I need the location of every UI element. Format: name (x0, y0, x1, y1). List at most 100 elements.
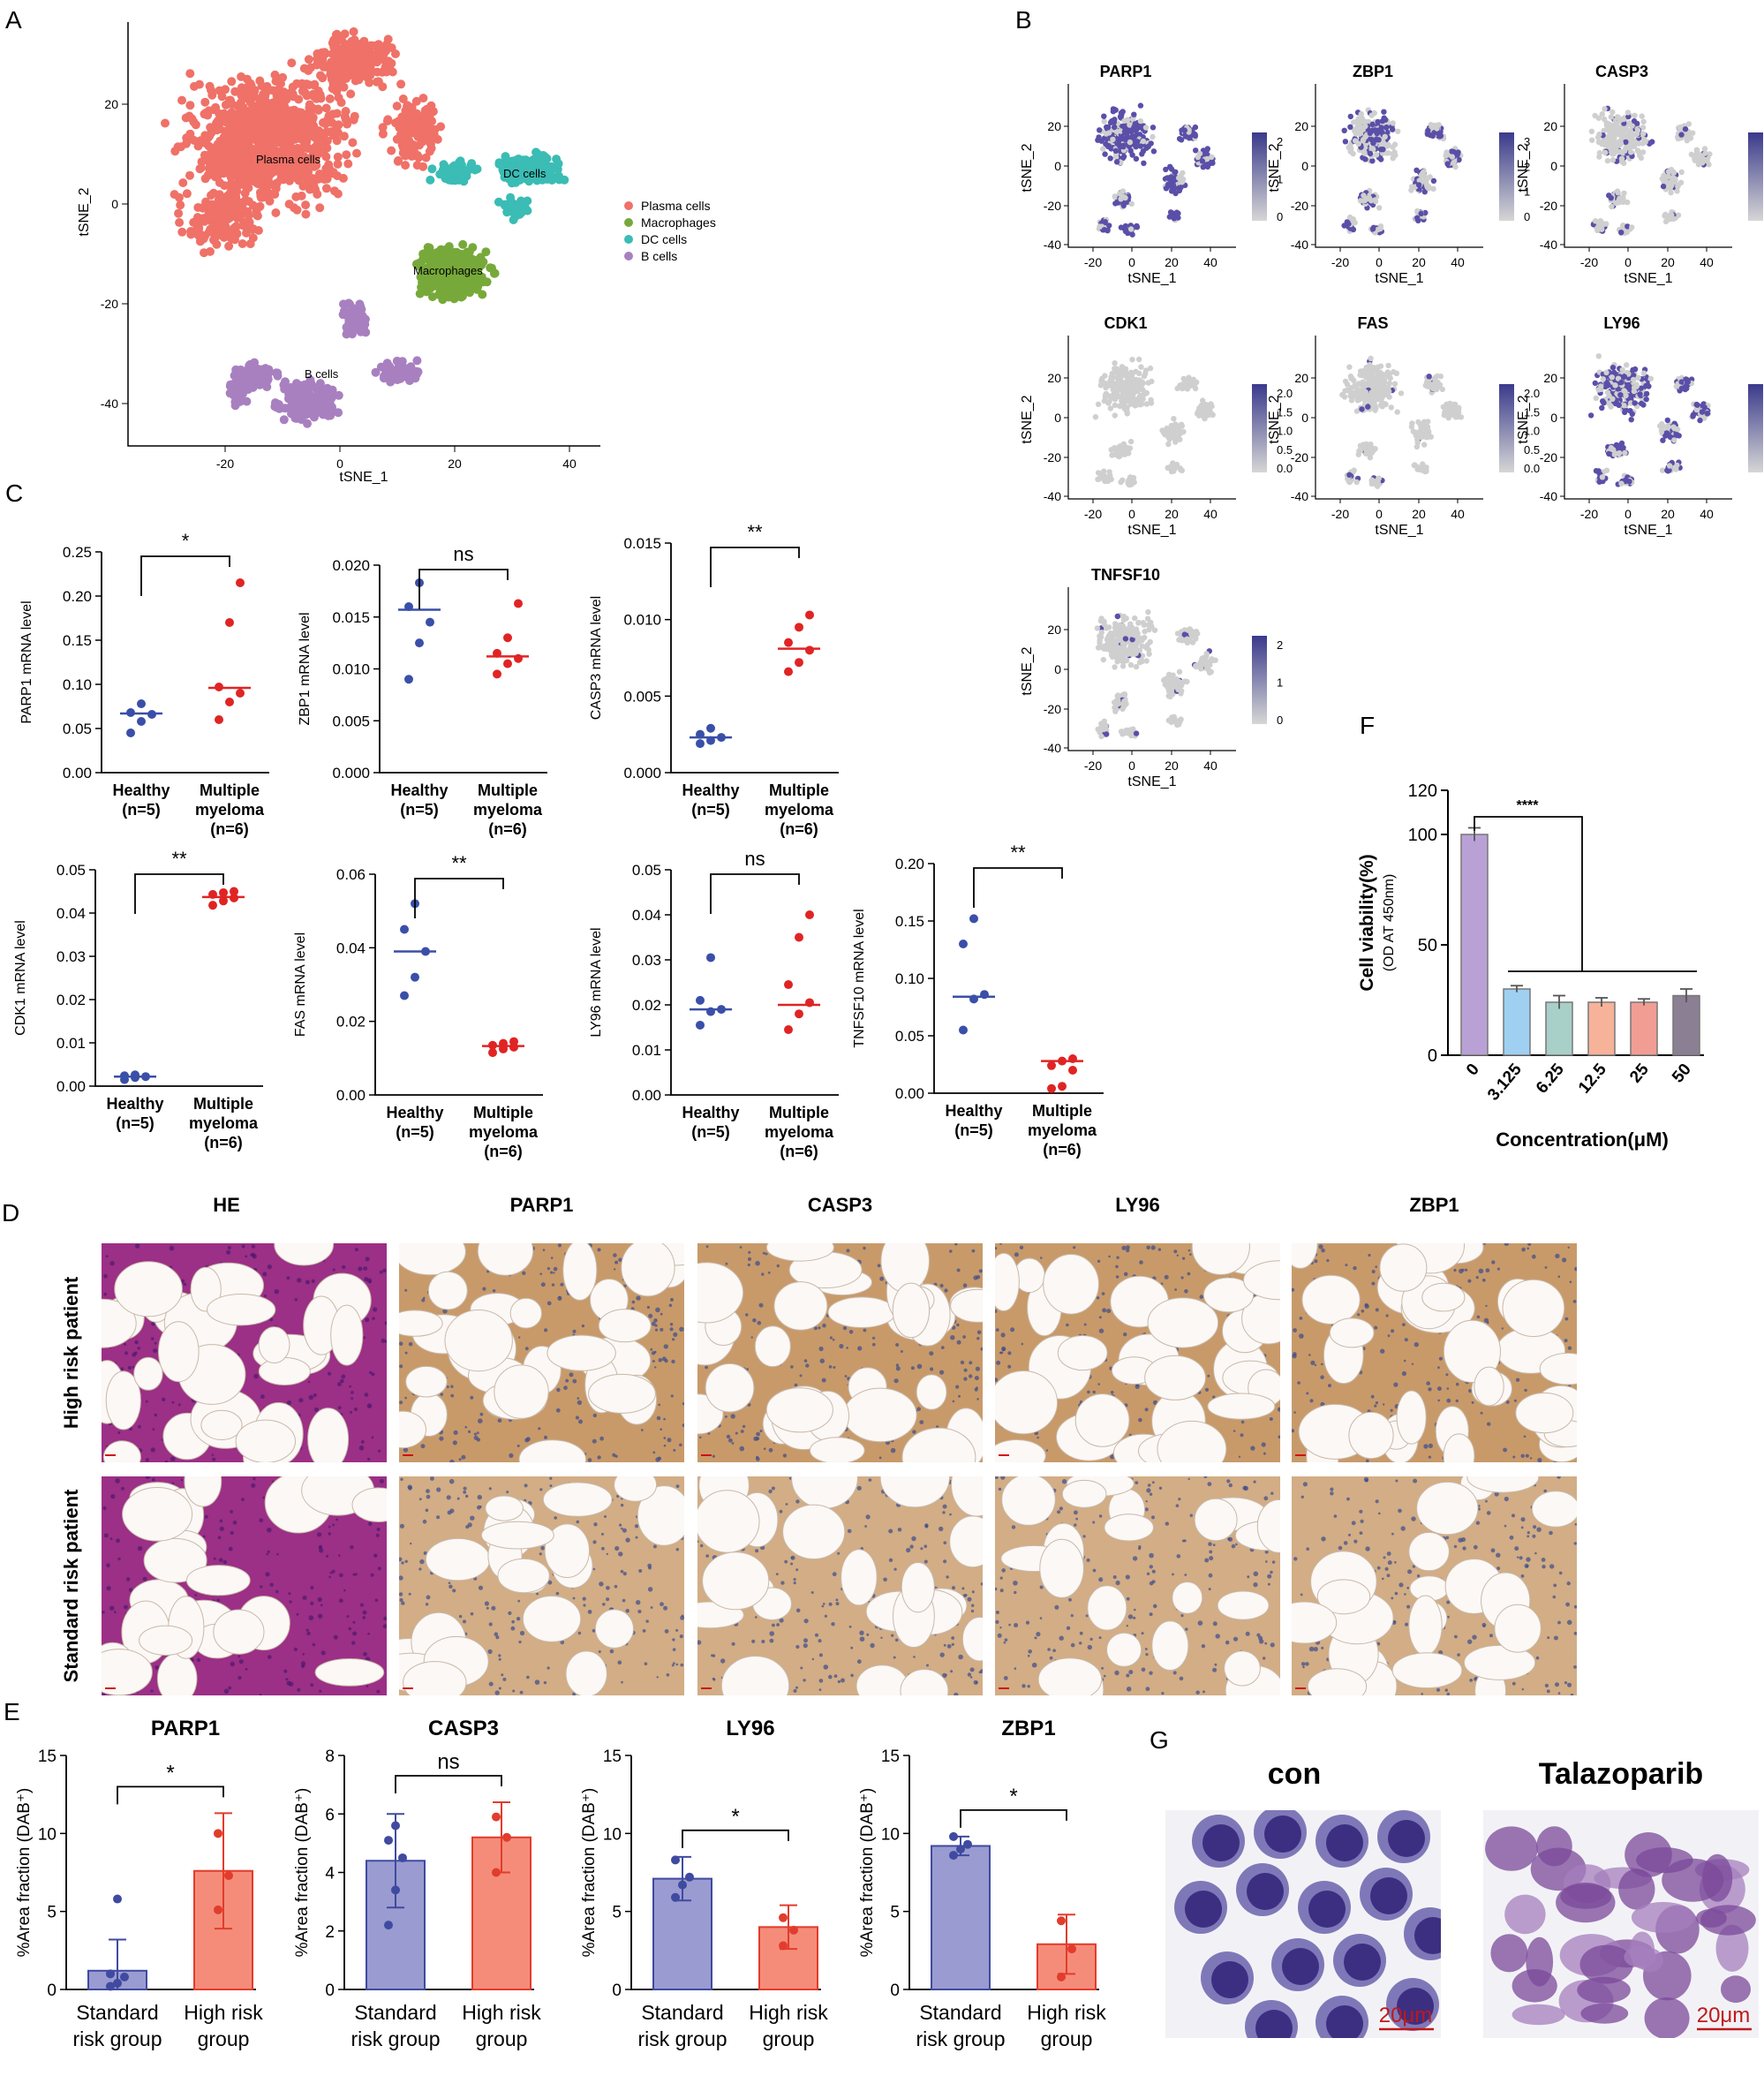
feature-cell (1138, 364, 1143, 369)
feature-cell (1357, 125, 1362, 130)
feature-cell (1377, 226, 1383, 231)
feature-cell (1170, 181, 1175, 186)
feature-cell (1362, 156, 1368, 162)
feature-cell (1122, 370, 1127, 375)
feature-cell (1390, 127, 1395, 132)
feature-cell (1427, 374, 1432, 379)
panel-a-label-plasma: Plasma cells (256, 153, 320, 166)
feature-cell (1378, 397, 1383, 403)
cell-point (177, 228, 186, 237)
cell-point (221, 198, 230, 207)
cell-point (196, 237, 205, 245)
feature-cell (1119, 393, 1125, 398)
feature-cell (1348, 114, 1353, 119)
cell-point (320, 391, 328, 400)
feature-cell (1098, 472, 1104, 477)
y-tick-label: 20 (1294, 119, 1308, 133)
cell-point (253, 207, 261, 215)
y-tick-label: -20 (101, 297, 118, 311)
cell-point (187, 115, 196, 124)
feature-cell (1668, 185, 1673, 190)
feature-cell (1444, 161, 1450, 166)
cell-point (437, 253, 446, 261)
feature-cell (1370, 226, 1376, 231)
feature-cell (1593, 218, 1598, 223)
feature-cell (1209, 411, 1214, 416)
feature-cell (1171, 416, 1176, 421)
feature-cell (1628, 141, 1633, 147)
feature-cell (1120, 188, 1126, 193)
colorbar-tick-label: 0.0 (1524, 462, 1540, 475)
cell-point (186, 230, 195, 239)
cell-point (341, 62, 350, 71)
feature-cell (1674, 188, 1679, 193)
feature-cell (1106, 130, 1112, 135)
feature-cell (1629, 417, 1634, 422)
feature-cell (1371, 446, 1376, 451)
feature-cell (1700, 156, 1705, 162)
cell-point (352, 149, 361, 158)
cell-point (396, 79, 405, 88)
feature-cell (1596, 132, 1602, 137)
cell-point (275, 94, 283, 103)
feature-cell (1632, 118, 1637, 124)
cell-point (231, 125, 240, 133)
feature-cell (1415, 440, 1421, 445)
feature-cell (1609, 130, 1615, 135)
cell-point (256, 366, 265, 375)
cell-point (333, 109, 342, 118)
cell-point (294, 95, 303, 104)
feature-cell (1423, 177, 1429, 183)
feature-cell (1694, 147, 1700, 153)
cell-point (235, 374, 244, 383)
y-tick-label: 20 (1047, 371, 1061, 385)
feature-cell (1432, 378, 1437, 383)
cell-point (322, 184, 331, 192)
y-tick-label: -40 (1044, 489, 1061, 503)
cell-point (416, 290, 425, 298)
x-axis-label: tSNE_1 (1375, 523, 1423, 538)
cell-point (297, 116, 305, 125)
y-tick-label: -20 (1291, 450, 1308, 464)
feature-cell (1103, 219, 1108, 224)
feature-cell (1596, 154, 1602, 159)
feature-cell (1180, 170, 1185, 176)
x-tick-label: 40 (562, 457, 577, 471)
cell-point (468, 243, 477, 252)
cell-point (257, 193, 266, 202)
cell-point (248, 102, 257, 111)
x-tick-label: 0 (1625, 255, 1632, 269)
cell-point (215, 219, 224, 228)
feature-cell (1359, 406, 1364, 411)
feature-cell (1140, 388, 1145, 393)
feature-cell (1346, 472, 1352, 478)
cell-point (254, 226, 263, 235)
feature-plot-axes (1315, 84, 1483, 247)
panel-letter-d: D (2, 1199, 19, 1227)
feature-cell (1383, 402, 1388, 407)
cell-point (411, 128, 420, 137)
cell-point (388, 68, 397, 77)
y-tick-label: 0 (111, 197, 118, 211)
feature-cell (1640, 113, 1645, 118)
feature-cell (1343, 379, 1348, 384)
feature-cell (1099, 380, 1104, 385)
feature-cell (1200, 397, 1205, 403)
cell-point (316, 72, 325, 80)
feature-cell (1127, 477, 1133, 482)
feature-cell (1618, 230, 1624, 235)
cell-point (342, 150, 351, 159)
cell-point (271, 71, 280, 79)
feature-cell (1369, 398, 1375, 404)
feature-cell (1148, 397, 1153, 403)
feature-cell (1640, 131, 1646, 136)
cell-point (228, 159, 237, 168)
cell-point (233, 211, 242, 220)
cell-point (346, 89, 355, 98)
feature-cell (1380, 377, 1385, 382)
feature-cell (1165, 442, 1171, 447)
y-tick-label: 20 (1294, 371, 1308, 385)
feature-cell (1629, 224, 1634, 230)
